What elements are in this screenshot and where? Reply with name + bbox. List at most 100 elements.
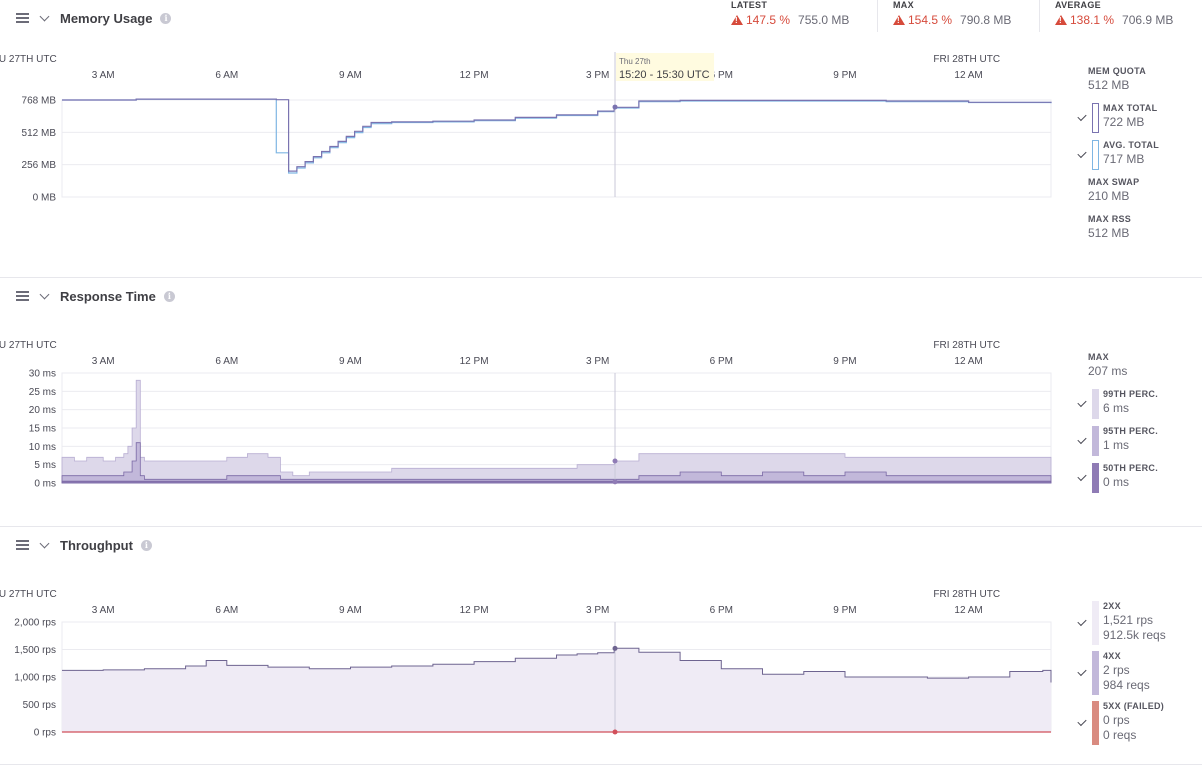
cursor-point-p99 <box>612 458 618 464</box>
info-icon[interactable]: i <box>163 290 175 302</box>
tooltip-box <box>616 53 715 81</box>
stat-average-mb: 706.9 MB <box>1122 13 1174 27</box>
p99-swatch <box>1092 389 1099 419</box>
memory-date-label: THU 27TH UTC <box>0 54 57 65</box>
memory-date-label: FRI 28TH UTC <box>933 54 1000 65</box>
check-icon[interactable] <box>1077 434 1087 445</box>
stat-latest-mb: 755.0 MB <box>798 13 850 27</box>
response-header: Response Time i <box>16 286 175 306</box>
memory-title: Memory Usage <box>60 10 153 26</box>
check-icon[interactable] <box>1077 666 1087 677</box>
legend-label: 95TH PERC. <box>1103 426 1159 436</box>
throughput-x-tick-label: 3 AM <box>92 605 115 616</box>
response-y-tick-label: 10 ms <box>29 442 56 453</box>
response-time-chart[interactable]: 0 ms 5 ms 10 ms 15 ms 20 ms 25 ms 30 ms 3 AM 6 A… <box>0 278 1060 518</box>
response-date-label: FRI 28TH UTC <box>933 340 1000 351</box>
memory-x-tick-label: 12 AM <box>954 70 982 81</box>
legend-label: MAX RSS <box>1088 214 1132 224</box>
legend-value: 512 MB <box>1088 78 1130 92</box>
check-icon[interactable] <box>1077 716 1087 727</box>
legend-value: 717 MB <box>1103 152 1145 166</box>
menu-icon[interactable] <box>16 540 29 550</box>
legend-label: 50TH PERC. <box>1103 463 1159 473</box>
memory-y-tick-label: 768 MB <box>22 96 57 107</box>
legend-label: MEM QUOTA <box>1088 66 1147 76</box>
memory-x-tick-label: 3 AM <box>92 70 115 81</box>
cursor-point-5xx <box>612 729 618 735</box>
stat-average-pct: 138.1 % <box>1070 13 1115 27</box>
throughput-y-tick-label: 0 rps <box>34 728 56 739</box>
legend-label: 2XX <box>1103 601 1121 611</box>
legend-rt-max: MAX 207 ms <box>1076 352 1196 378</box>
memory-usage-panel: Memory Usage i LATEST 147.5 % 755.0 MB MA… <box>0 0 1202 278</box>
legend-value: 207 ms <box>1088 364 1128 378</box>
5xx-swatch <box>1092 701 1099 745</box>
info-icon[interactable]: i <box>140 539 152 551</box>
response-x-tick-label: 3 AM <box>92 356 115 367</box>
menu-icon[interactable] <box>16 291 29 301</box>
legend-5xx[interactable]: 5XX (FAILED) 0 rps 0 reqs <box>1076 701 1196 745</box>
response-x-tick-label: 9 AM <box>339 356 362 367</box>
response-x-tick-label: 6 PM <box>710 356 733 367</box>
cursor-point-p50 <box>612 479 618 485</box>
stat-max-pct: 154.5 % <box>908 13 953 27</box>
legend-p99[interactable]: 99TH PERC. 6 ms <box>1076 389 1196 419</box>
legend-label: 5XX (FAILED) <box>1103 701 1165 711</box>
response-y-tick-label: 5 ms <box>34 460 56 471</box>
p50-area <box>61 480 1052 484</box>
legend-total: 912.5k reqs <box>1103 628 1166 642</box>
legend-rate: 0 rps <box>1103 713 1130 727</box>
throughput-chart[interactable]: 0 rps 500 rps 1,000 rps 1,500 rps 2,000 rps 3… <box>0 527 1060 759</box>
tooltip-date: Thu 27th <box>619 57 651 66</box>
legend-max-total[interactable]: MAX TOTAL 722 MB <box>1076 103 1196 133</box>
memory-x-tick-label: 6 AM <box>215 70 238 81</box>
response-x-tick-label: 9 PM <box>833 356 856 367</box>
p95-area <box>61 442 1052 484</box>
response-y-tick-label: 15 ms <box>29 424 56 435</box>
menu-icon[interactable] <box>16 13 29 23</box>
check-icon[interactable] <box>1077 616 1087 627</box>
response-x-tick-label: 12 PM <box>460 356 489 367</box>
warning-icon <box>1055 15 1067 25</box>
response-x-tick-label: 6 AM <box>215 356 238 367</box>
info-icon[interactable]: i <box>160 12 172 24</box>
divider <box>877 0 878 32</box>
throughput-date-label: FRI 28TH UTC <box>933 589 1000 600</box>
tooltip-range: 15:20 - 15:30 UTC <box>619 69 710 81</box>
throughput-y-tick-label: 1,500 rps <box>14 645 56 656</box>
memory-x-tick-label: 9 AM <box>339 70 362 81</box>
check-icon[interactable] <box>1077 111 1087 122</box>
throughput-header: Throughput i <box>16 535 152 555</box>
legend-label: AVG. TOTAL <box>1103 140 1159 150</box>
legend-p95[interactable]: 95TH PERC. 1 ms <box>1076 426 1196 456</box>
memory-chart[interactable]: 0 MB 256 MB 512 MB 768 MB 3 AM 6 AM 9 AM 12 PM 3… <box>0 0 1060 270</box>
p99-area <box>61 379 1052 484</box>
2xx-swatch <box>1092 601 1099 645</box>
memory-x-tick-label: 12 PM <box>460 70 489 81</box>
stat-max-mb: 790.8 MB <box>960 13 1012 27</box>
memory-y-tick-label: 256 MB <box>22 160 57 171</box>
legend-label: MAX TOTAL <box>1103 103 1158 113</box>
legend-2xx[interactable]: 2XX 1,521 rps 912.5k reqs <box>1076 601 1196 645</box>
throughput-title: Throughput <box>60 537 133 553</box>
legend-value: 512 MB <box>1088 226 1130 240</box>
stat-average-label: AVERAGE <box>1055 0 1101 10</box>
throughput-x-tick-label: 12 AM <box>954 605 982 616</box>
response-x-tick-label: 3 PM <box>586 356 609 367</box>
throughput-panel: Throughput i 0 rps 500 rps 1,000 rps 1,500 … <box>0 527 1202 765</box>
legend-p50[interactable]: 50TH PERC. 0 ms <box>1076 463 1196 493</box>
check-icon[interactable] <box>1077 148 1087 159</box>
throughput-y-tick-label: 2,000 rps <box>14 618 56 629</box>
2xx-line <box>62 647 1052 683</box>
warning-icon <box>893 15 905 25</box>
legend-rate: 1,521 rps <box>1103 613 1154 627</box>
legend-avg-total[interactable]: AVG. TOTAL 717 MB <box>1076 140 1196 170</box>
legend-value: 6 ms <box>1103 401 1130 415</box>
legend-max-swap: MAX SWAP 210 MB <box>1076 177 1196 203</box>
memory-x-tick-label: 3 PM <box>586 70 609 81</box>
p50-swatch <box>1092 463 1099 493</box>
check-icon[interactable] <box>1077 397 1087 408</box>
legend-4xx[interactable]: 4XX 2 rps 984 reqs <box>1076 651 1196 695</box>
throughput-x-tick-label: 12 PM <box>460 605 489 616</box>
check-icon[interactable] <box>1077 471 1087 482</box>
